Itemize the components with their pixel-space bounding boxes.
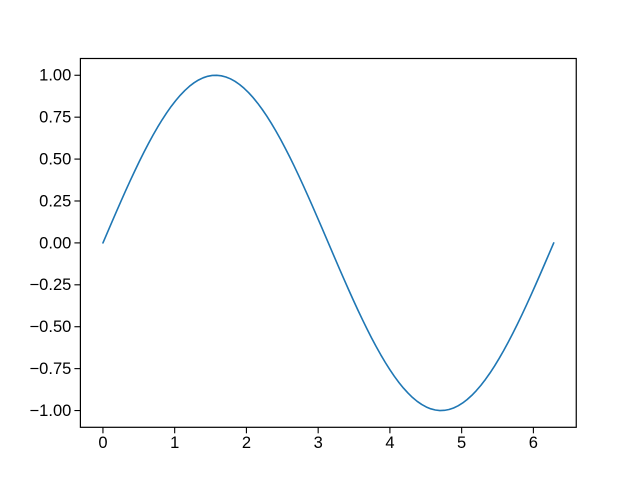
svg-text:−0.25: −0.25 [30,276,72,294]
svg-text:−0.75: −0.75 [30,360,72,378]
svg-text:2: 2 [242,434,251,452]
svg-text:4: 4 [385,434,394,452]
svg-text:0.50: 0.50 [39,151,71,169]
svg-text:0.75: 0.75 [39,109,71,127]
svg-text:0.25: 0.25 [39,192,71,210]
svg-text:0.00: 0.00 [39,234,71,252]
svg-text:−1.00: −1.00 [30,402,72,420]
svg-text:0: 0 [98,434,107,452]
svg-text:6: 6 [529,434,538,452]
svg-text:5: 5 [457,434,466,452]
svg-text:1.00: 1.00 [39,67,71,85]
svg-text:3: 3 [314,434,323,452]
svg-text:−0.50: −0.50 [30,318,72,336]
svg-text:1: 1 [170,434,179,452]
